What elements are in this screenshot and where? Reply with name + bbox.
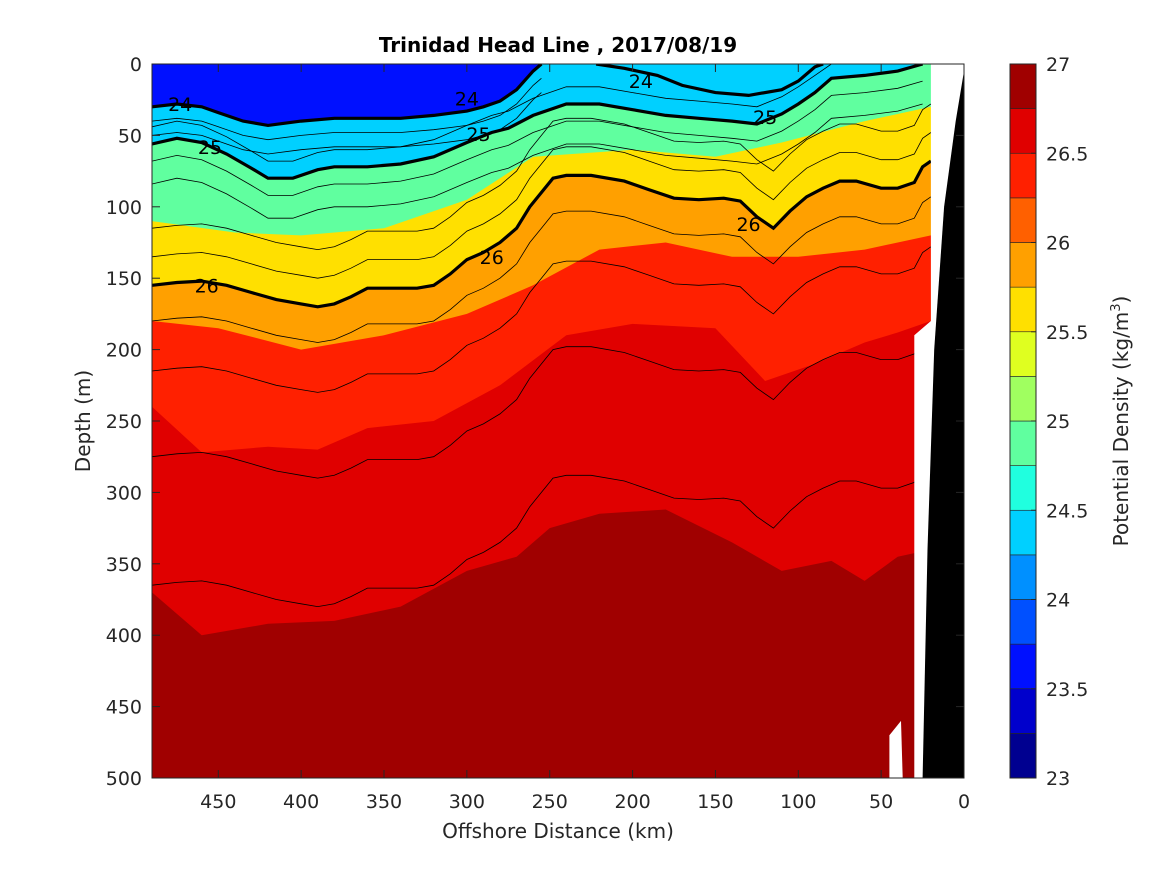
colorbar-tick-label: 25.5 — [1046, 322, 1088, 344]
contour-line — [152, 64, 923, 162]
colorbar-label-sup: 3 — [1109, 303, 1124, 311]
contour-label: 25 — [466, 124, 490, 146]
contour-label: 24 — [168, 94, 192, 116]
contour-line — [152, 103, 923, 219]
x-tick-label: 400 — [283, 791, 319, 813]
colorbar-label-end: ) — [1109, 296, 1133, 304]
y-tick-label: 150 — [106, 268, 142, 290]
x-tick-label: 350 — [366, 791, 402, 813]
contour-line — [152, 103, 932, 251]
x-tick-label: 50 — [869, 791, 893, 813]
colorbar-label: Potential Density (kg/m3) — [1109, 296, 1133, 547]
contour-line — [152, 246, 932, 393]
x-axis-label: Offshore Distance (km) — [442, 819, 674, 843]
y-axis-label: Depth (m) — [71, 370, 95, 472]
colorbar-cell — [1009, 286, 1037, 333]
colorbar-tick-label: 25 — [1046, 411, 1070, 433]
x-axis: 450 400 350 300 250 200 150 100 50 0 — [200, 64, 970, 813]
y-tick-label: 450 — [106, 697, 142, 719]
plot-area: 24 24 24 25 25 25 26 26 26 — [151, 63, 965, 779]
colorbar-tick-label: 26 — [1046, 233, 1070, 255]
coastal-gap-lower — [889, 720, 903, 778]
contour-label: 25 — [753, 107, 777, 129]
y-tick-label: 400 — [106, 625, 142, 647]
y-tick-label: 0 — [130, 54, 142, 76]
x-tick-label: 100 — [780, 791, 816, 813]
contour-line — [152, 332, 932, 479]
y-tick-label: 200 — [106, 340, 142, 362]
density-bands — [152, 64, 964, 778]
colorbar-ticks: 23 23.5 24 24.5 25 25.5 26 26.5 27 — [1031, 54, 1088, 790]
colorbar-label-main: Potential Density (kg/m — [1109, 312, 1133, 547]
colorbar-tick-label: 24.5 — [1046, 500, 1088, 522]
x-tick-label: 0 — [958, 791, 970, 813]
colorbar-cell — [1009, 465, 1037, 511]
colorbar-cell — [1009, 376, 1037, 422]
colorbar-cell — [1009, 643, 1037, 690]
colorbar-cell — [1009, 599, 1037, 645]
isopycnal-26 — [152, 159, 932, 309]
labelled-isopycnals: 24 24 24 25 25 25 26 26 26 — [152, 64, 932, 309]
continental-shelf — [922, 71, 964, 778]
colorbar: 23 23.5 24 24.5 25 25.5 26 26.5 27 Potential Den… — [1009, 54, 1133, 790]
colorbar-cell — [1009, 509, 1037, 556]
colorbar-cell — [1009, 197, 1037, 243]
chart-title: Trinidad Head Line , 2017/08/19 — [379, 33, 737, 57]
colorbar-cells — [1009, 63, 1037, 779]
colorbar-tick-label: 23 — [1046, 768, 1070, 790]
contour-line — [152, 132, 932, 279]
contour-label: 25 — [198, 137, 222, 159]
y-tick-label: 50 — [118, 125, 142, 147]
contour-line — [152, 196, 932, 343]
colorbar-tick-label: 27 — [1046, 54, 1070, 76]
x-tick-label: 450 — [200, 791, 236, 813]
colorbar-tick-label: 26.5 — [1046, 143, 1088, 165]
contour-label: 26 — [195, 275, 219, 297]
density-band — [152, 509, 964, 778]
y-tick-label: 300 — [106, 482, 142, 504]
colorbar-cell — [1009, 554, 1037, 600]
colorbar-cell — [1009, 733, 1037, 779]
x-tick-label: 150 — [697, 791, 733, 813]
y-tick-label: 100 — [106, 197, 142, 219]
colorbar-cell — [1009, 688, 1037, 734]
contour-line — [152, 92, 542, 155]
colorbar-tick-label: 24 — [1046, 590, 1070, 612]
isopycnal-25 — [152, 64, 924, 180]
y-tick-label: 500 — [106, 768, 142, 790]
y-tick-label: 250 — [106, 411, 142, 433]
colorbar-cell — [1009, 108, 1037, 154]
x-tick-label: 200 — [614, 791, 650, 813]
contour-label: 26 — [736, 214, 760, 236]
contour-label: 26 — [480, 247, 504, 269]
isopycnal-24 — [595, 64, 824, 98]
contour-label: 24 — [455, 88, 479, 110]
colorbar-cell — [1009, 420, 1037, 466]
colorbar-cell — [1009, 242, 1037, 288]
bathymetry-mask — [889, 64, 964, 778]
thin-contour-lines — [152, 64, 932, 608]
y-tick-label: 350 — [106, 554, 142, 576]
x-tick-label: 250 — [532, 791, 568, 813]
x-tick-label: 300 — [449, 791, 485, 813]
colorbar-cell — [1009, 63, 1037, 109]
colorbar-tick-label: 23.5 — [1046, 679, 1088, 701]
isopycnal-24 — [152, 64, 543, 128]
colorbar-cell — [1009, 152, 1037, 199]
y-axis: 0 50 100 150 200 250 300 350 400 450 500 — [106, 54, 964, 790]
contour-label: 24 — [629, 71, 653, 93]
contour-line — [152, 80, 923, 196]
contour-line — [152, 460, 932, 608]
colorbar-cell — [1009, 331, 1037, 377]
